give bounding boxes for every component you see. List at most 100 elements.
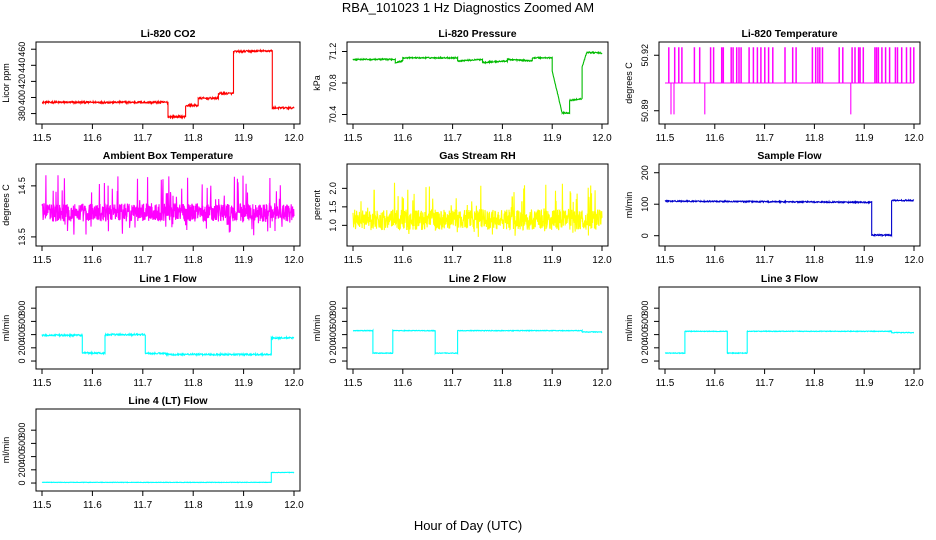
x-tick-label: 11.9 xyxy=(234,500,253,511)
y-axis-label: percent xyxy=(312,189,322,220)
y-tick-label: 14.5 xyxy=(17,177,27,195)
y-tick-label: 400 xyxy=(17,327,27,342)
y-tick-label: 1.5 xyxy=(328,201,338,214)
y-tick-label: 0 xyxy=(640,233,650,238)
y-axis-label: ml/min xyxy=(1,315,11,342)
x-tick-label: 11.7 xyxy=(133,378,152,389)
x-tick-label: 11.9 xyxy=(855,378,874,389)
x-tick-label: 12.0 xyxy=(284,255,304,266)
series-line xyxy=(665,47,915,115)
panel-frame xyxy=(35,286,301,370)
figure-title: RBA_101023 1 Hz Diagnostics Zoomed AM xyxy=(341,0,595,15)
x-tick-label: 11.8 xyxy=(184,255,203,266)
panel-frame xyxy=(346,286,609,370)
x-tick-label: 12.0 xyxy=(592,133,612,144)
x-tick-label: 11.7 xyxy=(133,500,152,511)
y-axis-label: degrees C xyxy=(1,184,11,226)
panel-9: Line 4 (LT) Flow ml/min 11.5 11.6 11.7 11.8 11… xyxy=(1,395,304,511)
x-tick-label: 12.0 xyxy=(284,500,304,511)
y-axis-label: ml/min xyxy=(1,437,11,464)
y-tick-label: 800 xyxy=(17,423,27,438)
x-tick-label: 11.9 xyxy=(855,255,874,266)
panel-frame xyxy=(658,286,921,370)
panel-frame xyxy=(35,41,301,125)
x-tick-label: 11.7 xyxy=(755,255,774,266)
x-tick-label: 11.6 xyxy=(393,255,412,266)
panel-1: Li-820 Pressure kPa 11.5 11.6 11.7 11.8 11.9 12… xyxy=(312,28,612,144)
y-tick-label: 400 xyxy=(17,90,27,105)
y-tick-label: 800 xyxy=(640,301,650,316)
panel-frame xyxy=(35,163,301,247)
panel-title: Li-820 Pressure xyxy=(438,28,516,40)
panel-title: Line 4 (LT) Flow xyxy=(128,395,208,407)
y-axis-label: ml/min xyxy=(624,192,634,219)
x-tick-label: 11.8 xyxy=(184,133,203,144)
x-tick-label: 11.7 xyxy=(133,133,152,144)
panel-frame xyxy=(658,41,921,125)
y-tick-label: 400 xyxy=(328,327,338,342)
x-tick-label: 12.0 xyxy=(904,133,924,144)
x-tick-label: 11.9 xyxy=(234,378,253,389)
series-line xyxy=(41,175,295,236)
y-tick-label: 0 xyxy=(328,359,338,364)
x-tick-label: 11.5 xyxy=(33,500,52,511)
x-tick-label: 11.9 xyxy=(234,255,253,266)
x-tick-label: 11.6 xyxy=(83,255,102,266)
panel-title: Sample Flow xyxy=(757,150,822,162)
panel-title: Li-820 CO2 xyxy=(141,28,196,40)
y-tick-label: 0 xyxy=(17,481,27,486)
x-tick-label: 12.0 xyxy=(284,133,304,144)
x-tick-label: 11.5 xyxy=(656,133,675,144)
series-line xyxy=(352,182,603,237)
panel-3: Ambient Box Temperature degrees C 11.5 11.6… xyxy=(1,150,304,266)
x-tick-label: 11.9 xyxy=(234,133,253,144)
y-tick-label: 800 xyxy=(17,301,27,316)
y-tick-label: 70.4 xyxy=(328,106,338,124)
x-tick-label: 11.8 xyxy=(805,378,824,389)
x-tick-label: 11.7 xyxy=(755,378,774,389)
x-tick-label: 12.0 xyxy=(904,255,924,266)
y-tick-label: 100 xyxy=(640,197,650,212)
x-tick-label: 11.6 xyxy=(393,378,412,389)
x-tick-label: 11.5 xyxy=(33,378,52,389)
x-tick-label: 11.6 xyxy=(705,133,724,144)
x-tick-label: 11.9 xyxy=(543,133,562,144)
x-tick-label: 11.5 xyxy=(344,133,363,144)
x-tick-label: 12.0 xyxy=(592,255,612,266)
x-tick-label: 11.5 xyxy=(344,378,363,389)
panel-title: Line 1 Flow xyxy=(139,273,197,285)
panel-6: Line 1 Flow ml/min 11.5 11.6 11.7 11.8 11.9 12.… xyxy=(1,273,304,389)
x-tick-label: 12.0 xyxy=(592,378,612,389)
panel-frame xyxy=(658,163,921,247)
panel-0: Li-820 CO2 Licor ppm 11.5 11.6 11.7 11.8 11.9 1… xyxy=(1,28,304,144)
panel-frame xyxy=(346,163,609,247)
x-tick-label: 11.9 xyxy=(543,255,562,266)
series-line xyxy=(352,50,603,116)
y-axis-label: ml/min xyxy=(624,315,634,342)
x-tick-label: 11.5 xyxy=(33,133,52,144)
x-tick-label: 11.5 xyxy=(33,255,52,266)
panel-frame xyxy=(35,408,301,492)
x-tick-label: 11.8 xyxy=(184,500,203,511)
series-line xyxy=(352,328,603,356)
y-tick-label: 2.0 xyxy=(328,182,338,195)
y-tick-label: 400 xyxy=(17,449,27,464)
y-tick-label: 200 xyxy=(17,340,27,355)
panel-frame xyxy=(346,41,609,125)
panel-7: Line 2 Flow ml/min 11.5 11.6 11.7 11.8 11.9 12.… xyxy=(312,273,612,389)
y-tick-label: 1.0 xyxy=(328,219,338,232)
y-tick-label: 0 xyxy=(640,359,650,364)
y-tick-label: 800 xyxy=(328,301,338,316)
y-axis-label: degrees C xyxy=(624,62,634,104)
x-tick-label: 11.7 xyxy=(133,255,152,266)
x-tick-label: 11.6 xyxy=(705,378,724,389)
series-line xyxy=(41,332,295,358)
y-axis-label: kPa xyxy=(312,75,322,91)
panel-title: Gas Stream RH xyxy=(439,150,515,162)
x-tick-label: 11.7 xyxy=(443,133,462,144)
x-tick-label: 11.8 xyxy=(805,133,824,144)
y-tick-label: 600 xyxy=(640,314,650,329)
y-axis-label: ml/min xyxy=(312,315,322,342)
y-tick-label: 50.89 xyxy=(640,99,650,122)
series-line xyxy=(41,48,295,120)
